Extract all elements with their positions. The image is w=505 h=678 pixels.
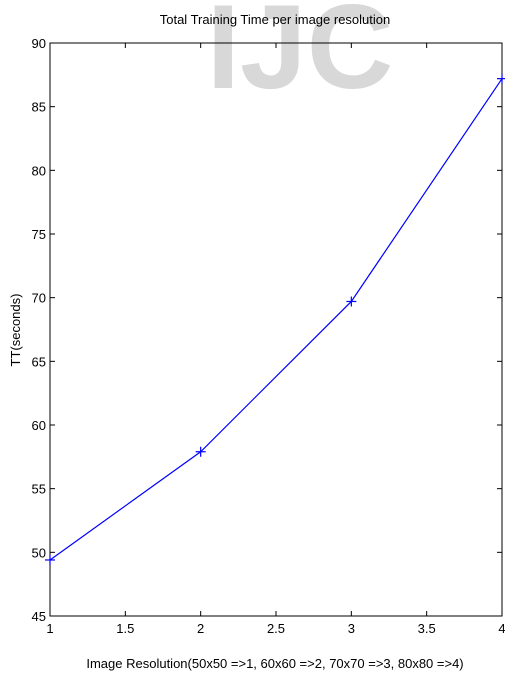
x-axis-label: Image Resolution(50x50 =>1, 60x60 =>2, 7…: [86, 656, 463, 671]
y-tick-label: 85: [32, 100, 46, 115]
x-tick-label: 2.5: [267, 621, 285, 636]
watermark-logo: IJC: [207, 0, 394, 114]
plot-area: [49, 42, 503, 617]
series-line: [49, 78, 503, 561]
x-axis: 1 1.5 2 2.5 3 3.5 4: [46, 43, 505, 636]
y-axis: 45 50 55 60 65 70 75 80 85 90: [32, 36, 502, 624]
data-point-marker: [497, 73, 505, 84]
y-tick-label: 55: [32, 482, 46, 497]
y-tick-label: 70: [32, 291, 46, 306]
y-tick-label: 65: [32, 354, 46, 369]
series-layer: [45, 73, 505, 565]
x-tick-label: 1.5: [116, 621, 134, 636]
data-point-marker: [195, 446, 206, 457]
y-tick-label: 60: [32, 418, 46, 433]
y-tick-label: 45: [32, 609, 46, 624]
y-tick-label: 80: [32, 163, 46, 178]
y-tick-label: 50: [32, 545, 46, 560]
chart-title: Total Training Time per image resolution: [160, 12, 391, 27]
y-axis-label: TT(seconds): [8, 294, 23, 367]
x-tick-label: 4: [498, 621, 505, 636]
y-tick-label: 75: [32, 227, 46, 242]
x-tick-label: 1: [46, 621, 53, 636]
data-point-marker: [45, 554, 55, 565]
x-tick-label: 2: [197, 621, 204, 636]
x-tick-label: 3: [348, 621, 355, 636]
x-tick-label: 3.5: [418, 621, 436, 636]
data-point-marker: [346, 296, 357, 307]
y-tick-label: 90: [32, 36, 46, 51]
